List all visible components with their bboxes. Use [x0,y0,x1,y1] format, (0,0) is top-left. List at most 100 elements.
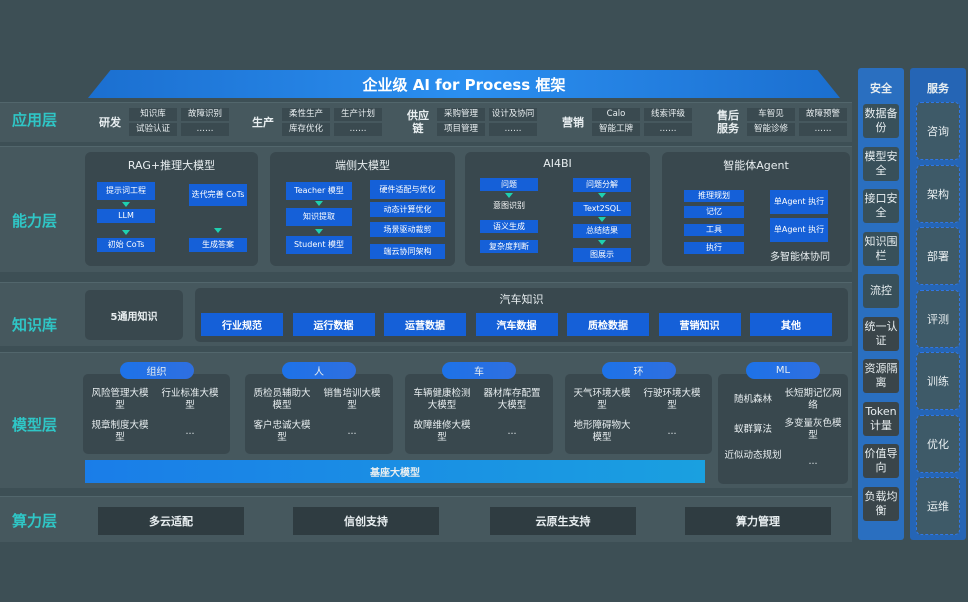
panel-title: AI4BI [543,157,572,170]
app-item[interactable]: …… [799,123,847,136]
model-category: 人 [282,362,356,379]
model-panel: 组织 风险管理大模型 行业标准大模型 规章制度大模型... [83,362,230,454]
compute-box: 算力管理 [685,507,831,535]
security-item: 流控 [863,274,899,308]
app-item[interactable]: 故障识别 [181,108,229,121]
app-item[interactable]: …… [489,123,537,136]
ai4bi-left-step: 语义生成 [480,220,538,233]
security-column: 安全 数据备份 模型安全 接口安全 知识围栏 流控 统一认证 资源隔离 Token计量 价值导向负… [858,68,904,540]
app-item[interactable]: 柔性生产 [282,108,330,121]
arrow-down-icon [598,193,606,198]
service-item: 优化 [916,414,960,473]
app-items: 知识库 故障识别 试验认证 …… [129,108,229,136]
capability-panel: 智能体Agent 推理规划 记忆 工具 执行 单Agent 执行 单Agent 执行 多智能体… [662,152,850,266]
service-item: 部署 [916,227,960,285]
rag-generate: 生成答案 [189,238,247,252]
app-group: 生产 柔性生产 生产计划 库存优化 …… [248,106,382,138]
edge-option: 硬件适配与优化 [370,180,445,199]
knowledge-button[interactable]: 行业规范 [201,313,283,336]
ai4bi-question: 问题 [480,178,538,191]
app-item[interactable]: 线索评级 [644,108,692,121]
model-item: ... [667,426,677,437]
layer-label: 模型层 [12,416,58,434]
app-item[interactable]: 故障预警 [799,108,847,121]
rag-iterate: 迭代完善 CoTs [189,184,247,206]
model-item: 行驶环境大模型 [643,388,701,411]
layer-label: 算力层 [12,512,58,530]
title-banner: 企业级 AI for Process 框架 [88,70,840,98]
app-item[interactable]: 设计及协同 [489,108,537,121]
app-item[interactable]: …… [181,123,229,136]
arrow-down-icon [214,228,222,233]
app-group: 供应链 采购管理 设计及协同 项目管理 …… [403,106,537,138]
capability-panel: AI4BI 问题 意图识别 语义生成 复杂度判断 问题分解 Text2SQL 总结结果 图展示 [465,152,650,266]
knowledge-button[interactable]: 营销知识 [658,313,741,336]
model-item: 天气环境大模型 [573,388,631,411]
service-item: 咨询 [916,102,960,160]
app-item[interactable]: 车智见 [747,108,795,121]
knowledge-button[interactable]: 汽车数据 [475,313,558,336]
edge-option: 动态计算优化 [370,202,445,217]
model-item: ... [507,426,517,437]
model-category: 车 [442,362,516,379]
model-panel: ML 随机森林 长短期记忆网络 蚁群算法 多变量灰色模型 近似动态规划... [718,362,848,484]
model-item: 多变量灰色模型 [784,418,842,441]
model-item: 近似动态规划 [724,450,782,461]
model-item: 销售培训大模型 [323,388,381,411]
model-panel: 环天气环境大模型 行驶环境大模型 地形障碍物大模型... [565,362,712,454]
model-item: 器材库存配置大模型 [483,388,541,411]
app-items: Calo 线索评级 智能工牌 …… [592,108,692,136]
app-item[interactable]: 试验认证 [129,123,177,136]
security-item: 资源隔离 [863,359,899,393]
agent-item: 推理规划 [684,190,744,202]
app-item[interactable]: 项目管理 [437,123,485,136]
knowledge-button[interactable]: 运营数据 [384,313,466,336]
knowledge-button[interactable]: 质检数据 [567,313,649,336]
model-item: 蚁群算法 [733,424,772,435]
model-item: 车辆健康检测大模型 [413,388,471,411]
layer-label: 能力层 [12,212,58,230]
agent-exec: 单Agent 执行 [770,190,828,214]
general-knowledge: 5通用知识 [85,290,183,340]
app-item[interactable]: 生产计划 [334,108,382,121]
model-item: 规章制度大模型 [91,420,149,443]
arrow-down-icon [315,201,323,206]
model-item: 质检员辅助大模型 [253,388,311,411]
app-items: 车智见 故障预警 智能诊修 …… [747,108,847,136]
service-item: 架构 [916,164,960,223]
security-item: 知识围栏 [863,231,899,266]
app-group: 售后服务 车智见 故障预警 智能诊修 …… [713,106,847,138]
base-model-bar: 基座大模型 [85,460,705,483]
app-item[interactable]: …… [334,123,382,136]
app-item[interactable]: 智能诊修 [747,123,795,136]
agent-exec: 单Agent 执行 [770,218,828,242]
service-title: 服务 [927,82,949,95]
arrow-down-icon [315,229,323,234]
app-item[interactable]: 库存优化 [282,123,330,136]
model-item: 行业标准大模型 [161,388,219,411]
service-column: 服务 咨询 架构 部署 评测 训练 优化 运维 [910,68,966,540]
app-items: 采购管理 设计及协同 项目管理 …… [437,108,537,136]
security-item: 接口安全 [863,189,899,223]
app-item[interactable]: Calo [592,108,640,121]
app-group-name: 售后服务 [717,109,739,135]
app-item[interactable]: …… [644,123,692,136]
ai4bi-intent: 意图识别 [493,200,525,210]
model-item: ... [347,426,357,437]
knowledge-button[interactable]: 运行数据 [292,313,375,336]
app-item[interactable]: 知识库 [129,108,177,121]
arrow-down-icon [598,240,606,245]
app-item[interactable]: 智能工牌 [592,123,640,136]
security-item: 模型安全 [863,146,899,181]
service-item: 运维 [916,477,960,535]
app-item[interactable]: 采购管理 [437,108,485,121]
knowledge-button[interactable]: 其他 [750,313,832,336]
capability-panel: RAG+推理大模型 提示词工程 LLM 初始 CoTs 迭代完善 CoTs 生成答案 [85,152,258,266]
model-category: 组织 [119,362,194,379]
app-group-name: 供应链 [407,109,429,135]
model-panel: 人质检员辅助大模型 销售培训大模型 客户忠诚大模型... [245,362,393,454]
model-item: 客户忠诚大模型 [253,420,311,443]
agent-item: 工具 [684,224,744,236]
arrow-down-icon [122,202,130,207]
edge-chain-step: 知识提取 [286,208,352,226]
